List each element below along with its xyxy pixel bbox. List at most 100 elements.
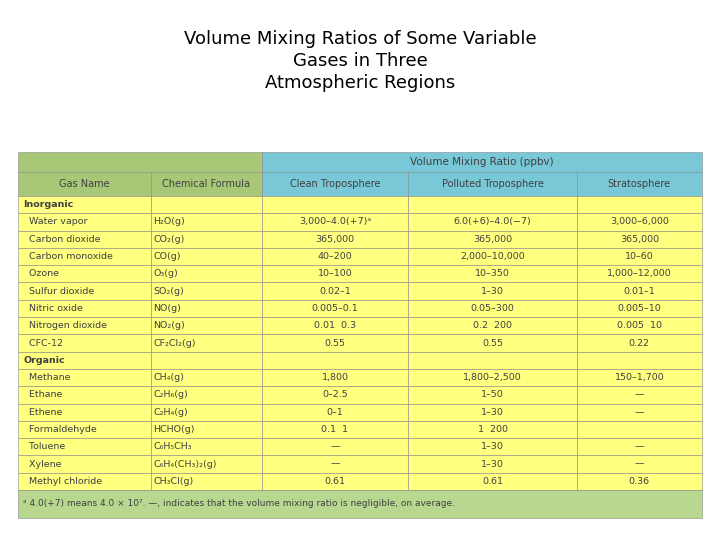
Bar (150, 196, 261, 213)
Bar (18, 231, 150, 248)
Text: 0–2.5: 0–2.5 (322, 390, 348, 400)
Bar (150, 352, 261, 369)
Bar (577, 196, 702, 213)
Text: NO₂(g): NO₂(g) (153, 321, 185, 330)
Text: Carbon dioxide: Carbon dioxide (23, 235, 101, 244)
Bar (18, 438, 150, 455)
Text: 10–350: 10–350 (475, 269, 510, 278)
Bar (18, 265, 150, 282)
Bar (150, 213, 261, 231)
Text: 0.01–1: 0.01–1 (624, 287, 655, 295)
Text: 0.005–10: 0.005–10 (618, 304, 661, 313)
Text: 0.36: 0.36 (629, 477, 650, 486)
Bar (261, 172, 408, 196)
Text: Ethane: Ethane (23, 390, 63, 400)
Text: CH₄(g): CH₄(g) (153, 373, 184, 382)
Text: CO₂(g): CO₂(g) (153, 235, 185, 244)
Bar (150, 172, 261, 196)
Text: 0.1  1: 0.1 1 (321, 425, 348, 434)
Bar (408, 300, 577, 317)
Bar (18, 421, 150, 438)
Bar (577, 300, 702, 317)
Text: 0.005  10: 0.005 10 (617, 321, 662, 330)
Bar (577, 438, 702, 455)
Text: C₆H₅CH₃: C₆H₅CH₃ (153, 442, 192, 451)
Bar (577, 455, 702, 472)
Bar (261, 369, 408, 386)
Bar (408, 352, 577, 369)
Text: Nitric oxide: Nitric oxide (23, 304, 83, 313)
Text: 1  200: 1 200 (477, 425, 508, 434)
Bar (150, 317, 261, 334)
Bar (408, 421, 577, 438)
Bar (577, 369, 702, 386)
Text: 6.0(+6)–4.0(−7): 6.0(+6)–4.0(−7) (454, 218, 531, 226)
Text: CF₂Cl₂(g): CF₂Cl₂(g) (153, 339, 196, 348)
Text: 1–30: 1–30 (481, 287, 504, 295)
Text: Xylene: Xylene (23, 460, 61, 469)
Bar (408, 334, 577, 352)
Text: 10–60: 10–60 (625, 252, 654, 261)
Bar (577, 386, 702, 403)
Bar (18, 386, 150, 403)
Bar (261, 248, 408, 265)
Bar (577, 334, 702, 352)
Bar (261, 455, 408, 472)
Text: 0.2  200: 0.2 200 (473, 321, 512, 330)
Bar (577, 421, 702, 438)
Bar (261, 282, 408, 300)
Text: 3,000–4.0(+7)ᵃ: 3,000–4.0(+7)ᵃ (299, 218, 371, 226)
Bar (18, 196, 150, 213)
Text: Stratosphere: Stratosphere (608, 179, 671, 189)
Bar (577, 472, 702, 490)
Bar (18, 248, 150, 265)
Text: Volume Mixing Ratios of Some Variable
Gases in Three
Atmospheric Regions: Volume Mixing Ratios of Some Variable Ga… (184, 30, 536, 92)
Bar (18, 490, 702, 518)
Bar (150, 369, 261, 386)
Bar (150, 282, 261, 300)
Bar (18, 369, 150, 386)
Text: 0.61: 0.61 (325, 477, 346, 486)
Bar (18, 213, 150, 231)
Bar (150, 300, 261, 317)
Bar (150, 455, 261, 472)
Bar (18, 152, 261, 172)
Text: —: — (330, 442, 340, 451)
Text: Sulfur dioxide: Sulfur dioxide (23, 287, 94, 295)
Bar (18, 472, 150, 490)
Bar (577, 403, 702, 421)
Text: O₃(g): O₃(g) (153, 269, 179, 278)
Text: 10–100: 10–100 (318, 269, 352, 278)
Bar (408, 472, 577, 490)
Bar (150, 472, 261, 490)
Text: H₂O(g): H₂O(g) (153, 218, 185, 226)
Bar (18, 317, 150, 334)
Bar (577, 172, 702, 196)
Bar (408, 438, 577, 455)
Text: CO(g): CO(g) (153, 252, 181, 261)
Text: Toluene: Toluene (23, 442, 66, 451)
Text: —: — (634, 390, 644, 400)
Text: Methyl chloride: Methyl chloride (23, 477, 102, 486)
Bar (150, 421, 261, 438)
Bar (18, 334, 150, 352)
Bar (261, 403, 408, 421)
Text: 0.22: 0.22 (629, 339, 650, 348)
Text: 2,000–10,000: 2,000–10,000 (460, 252, 525, 261)
Bar (577, 265, 702, 282)
Bar (18, 455, 150, 472)
Text: C₂H₄(g): C₂H₄(g) (153, 408, 188, 417)
Bar (150, 403, 261, 421)
Bar (150, 334, 261, 352)
Bar (408, 231, 577, 248)
Text: CH₃Cl(g): CH₃Cl(g) (153, 477, 194, 486)
Text: CFC-12: CFC-12 (23, 339, 63, 348)
Text: 0–1: 0–1 (327, 408, 343, 417)
Bar (150, 438, 261, 455)
Bar (577, 231, 702, 248)
Text: 1,000–12,000: 1,000–12,000 (607, 269, 672, 278)
Bar (408, 213, 577, 231)
Text: NO(g): NO(g) (153, 304, 181, 313)
Bar (408, 282, 577, 300)
Text: 0.02–1: 0.02–1 (319, 287, 351, 295)
